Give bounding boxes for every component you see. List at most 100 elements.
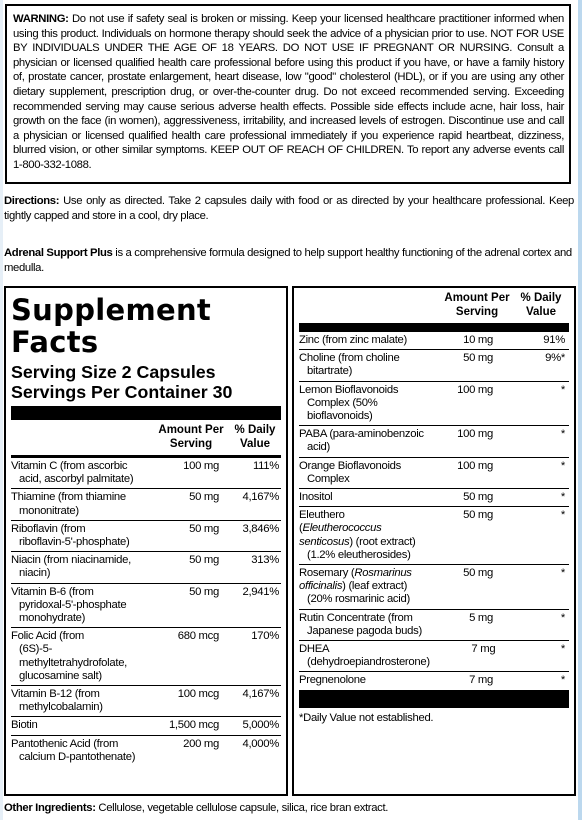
nutrient-name-detail: niacin)	[19, 567, 51, 580]
facts-title-line1: Supplement	[11, 293, 212, 327]
nutrient-daily-value: *	[560, 567, 565, 580]
nutrient-name-text: Choline (from choline	[299, 352, 400, 365]
nutrient-daily-value: *	[560, 674, 565, 687]
nutrient-row: Orange Bioflavonoids Complex 100 mg *	[299, 456, 569, 488]
nutrient-name-text: Thiamine (from thiamine	[11, 491, 126, 504]
nutrient-amount: 10 mg	[463, 334, 493, 346]
right-column-headers: Amount Per Serving % Daily Value	[299, 292, 569, 319]
nutrient-amount: 100 mg	[183, 460, 219, 472]
other-ingredients-text: Cellulose, vegetable cellulose capsule, …	[98, 802, 389, 814]
nutrient-name: Orange Bioflavonoids Complex	[299, 460, 429, 486]
nutrient-row: Pregnenolone 7 mg *	[299, 671, 569, 689]
nutrient-daily-value: 170%	[251, 630, 279, 643]
other-ingredients-label: Other Ingredients:	[4, 802, 96, 814]
nutrient-name-text: Inositol	[299, 491, 333, 504]
nutrient-amount: 100 mg	[457, 383, 493, 396]
nutrient-latin-name: Rosmarinus officinalis	[299, 567, 412, 593]
nutrient-name: Biotin	[11, 719, 149, 732]
nutrient-name-text: Rosemary (	[299, 567, 355, 580]
nutrient-name: Rutin Concentrate (from Japanese pagoda b…	[299, 612, 429, 638]
nutrient-name-detail: (1.2% eleutherosides)	[307, 548, 411, 561]
warning-box: WARNING: Do not use if safety seal is br…	[5, 4, 571, 184]
nutrient-name-text: Riboflavin (from	[11, 522, 86, 535]
nutrient-name: Vitamin C (from ascorbic acid, ascorbyl p…	[11, 460, 149, 486]
left-nutrient-list: Vitamin C (from ascorbic acid, ascorbyl p…	[11, 458, 281, 766]
nutrient-latin-name: Eleutherococcus senticosus	[299, 522, 382, 548]
nutrient-name-text: Rutin Concentrate (from	[299, 611, 413, 624]
edge-strip-left	[0, 0, 3, 820]
nutrient-name: Eleuthero (Eleutherococcus senticosus) (…	[299, 509, 429, 562]
nutrient-amount: 7 mg	[471, 643, 496, 656]
nutrient-name-text: PABA (para-aminobenzoic	[299, 428, 424, 441]
right-bottom-divider	[299, 689, 569, 708]
nutrient-row: Biotin 1,500 mcg 5,000%	[11, 716, 281, 734]
nutrient-daily-value: 9%*	[545, 352, 565, 365]
nutrient-amount: 5 mg	[469, 611, 493, 624]
nutrient-row: Vitamin C (from ascorbic acid, ascorbyl p…	[11, 458, 281, 488]
nutrient-row: Lemon Bioflavonoids Complex (50% bioflavon…	[299, 380, 569, 426]
nutrient-amount: 50 mg	[189, 585, 219, 598]
supplement-facts-right-panel: Amount Per Serving % Daily Value Zinc (f…	[292, 286, 576, 796]
nutrient-name: DHEA (dehydroepiandrosterone)	[299, 643, 434, 669]
right-col-amount-line2: Serving	[455, 305, 499, 318]
nutrient-daily-value: 111%	[252, 460, 279, 472]
nutrient-name-detail: monohydrate)	[19, 612, 86, 625]
supplement-facts-left-panel: Supplement Facts Serving Size 2 Capsules…	[4, 286, 288, 796]
nutrient-name-text: Pantothenic Acid (from	[11, 737, 119, 750]
nutrient-amount: 50 mg	[189, 522, 219, 535]
nutrient-daily-value: *	[560, 459, 565, 472]
serving-size: Serving Size 2 Capsules	[11, 362, 216, 382]
nutrient-amount: 50 mg	[189, 491, 219, 504]
nutrient-daily-value: *	[560, 428, 565, 441]
nutrient-row: Inositol 50 mg *	[299, 488, 569, 506]
nutrient-name-detail: methylcobalamin)	[19, 701, 103, 714]
nutrient-name-text: Pregnenolone	[299, 674, 366, 687]
nutrient-amount: 100 mcg	[177, 688, 220, 701]
nutrient-row: Zinc (from zinc malate) 10 mg 91%	[299, 332, 569, 349]
nutrient-daily-value: 91%	[543, 334, 565, 346]
nutrient-name: Inositol	[299, 491, 429, 504]
col-amount-line1: Amount Per	[158, 424, 224, 436]
nutrient-name-suffix: ) (root extract)	[349, 535, 416, 548]
header-divider	[11, 455, 281, 458]
nutrient-row: Folic Acid (from (6S)-5-methyltetrahydrof…	[11, 627, 281, 685]
right-header-divider	[299, 323, 569, 332]
nutrient-name: Pantothenic Acid (from calcium D-pantothe…	[11, 738, 149, 764]
nutrient-name-detail: bioflavonoids)	[307, 410, 373, 423]
right-col-dv-line1: % Daily	[520, 292, 562, 304]
nutrient-name-text: Vitamin B-12 (from	[11, 688, 100, 701]
nutrient-name-text: Folic Acid (from	[11, 630, 85, 643]
nutrient-name: Lemon Bioflavonoids Complex (50% bioflavon…	[299, 384, 429, 424]
nutrient-name-detail: mononitrate)	[19, 504, 79, 517]
nutrient-name-text: Zinc (from zinc malate)	[299, 334, 407, 346]
nutrient-name-detail: glucosamine salt)	[19, 669, 102, 682]
nutrient-name-detail: riboflavin-5'-phosphate)	[19, 536, 130, 549]
col-dv-line2: Value	[239, 437, 271, 450]
nutrient-daily-value: *	[560, 643, 565, 656]
right-col-amount-line1: Amount Per	[444, 292, 510, 304]
directions-text: Use only as directed. Take 2 capsules da…	[4, 195, 574, 222]
nutrient-name-detail: Complex	[307, 472, 350, 485]
servings-per-container: Servings Per Container 30	[11, 382, 233, 402]
nutrient-amount: 200 mg	[183, 737, 219, 750]
nutrient-name-text: Niacin (from niacinamide,	[11, 554, 131, 567]
nutrient-name: Rosemary (Rosmarinus officinalis) (leaf …	[299, 567, 429, 607]
nutrient-amount: 50 mg	[189, 554, 219, 567]
nutrient-amount: 680 mcg	[177, 630, 220, 643]
nutrient-daily-value: 4,000%	[242, 737, 279, 750]
nutrient-name: Pregnenolone	[299, 674, 429, 687]
nutrient-name-detail: calcium D-pantothenate)	[19, 750, 136, 763]
nutrient-daily-value: 3,846%	[242, 522, 279, 535]
thick-divider	[11, 406, 281, 420]
product-description-text: is a comprehensive formula designed to h…	[4, 247, 572, 274]
nutrient-row: Vitamin B-6 (from pyridoxal-5'-phosphate m…	[11, 582, 281, 628]
nutrient-name: PABA (para-aminobenzoic acid)	[299, 428, 429, 454]
directions-label: Directions:	[4, 195, 60, 207]
nutrient-name-detail: (20% rosmarinic acid)	[307, 593, 410, 606]
nutrient-row: Rosemary (Rosmarinus officinalis) (leaf …	[299, 564, 569, 609]
nutrient-name-suffix: ) (leaf extract)	[342, 580, 408, 593]
nutrient-amount: 100 mg	[457, 428, 493, 441]
nutrient-daily-value: 2,941%	[242, 585, 279, 598]
nutrient-name-detail: (dehydroepiandrosterone)	[307, 656, 430, 669]
nutrient-daily-value: *	[560, 509, 565, 522]
